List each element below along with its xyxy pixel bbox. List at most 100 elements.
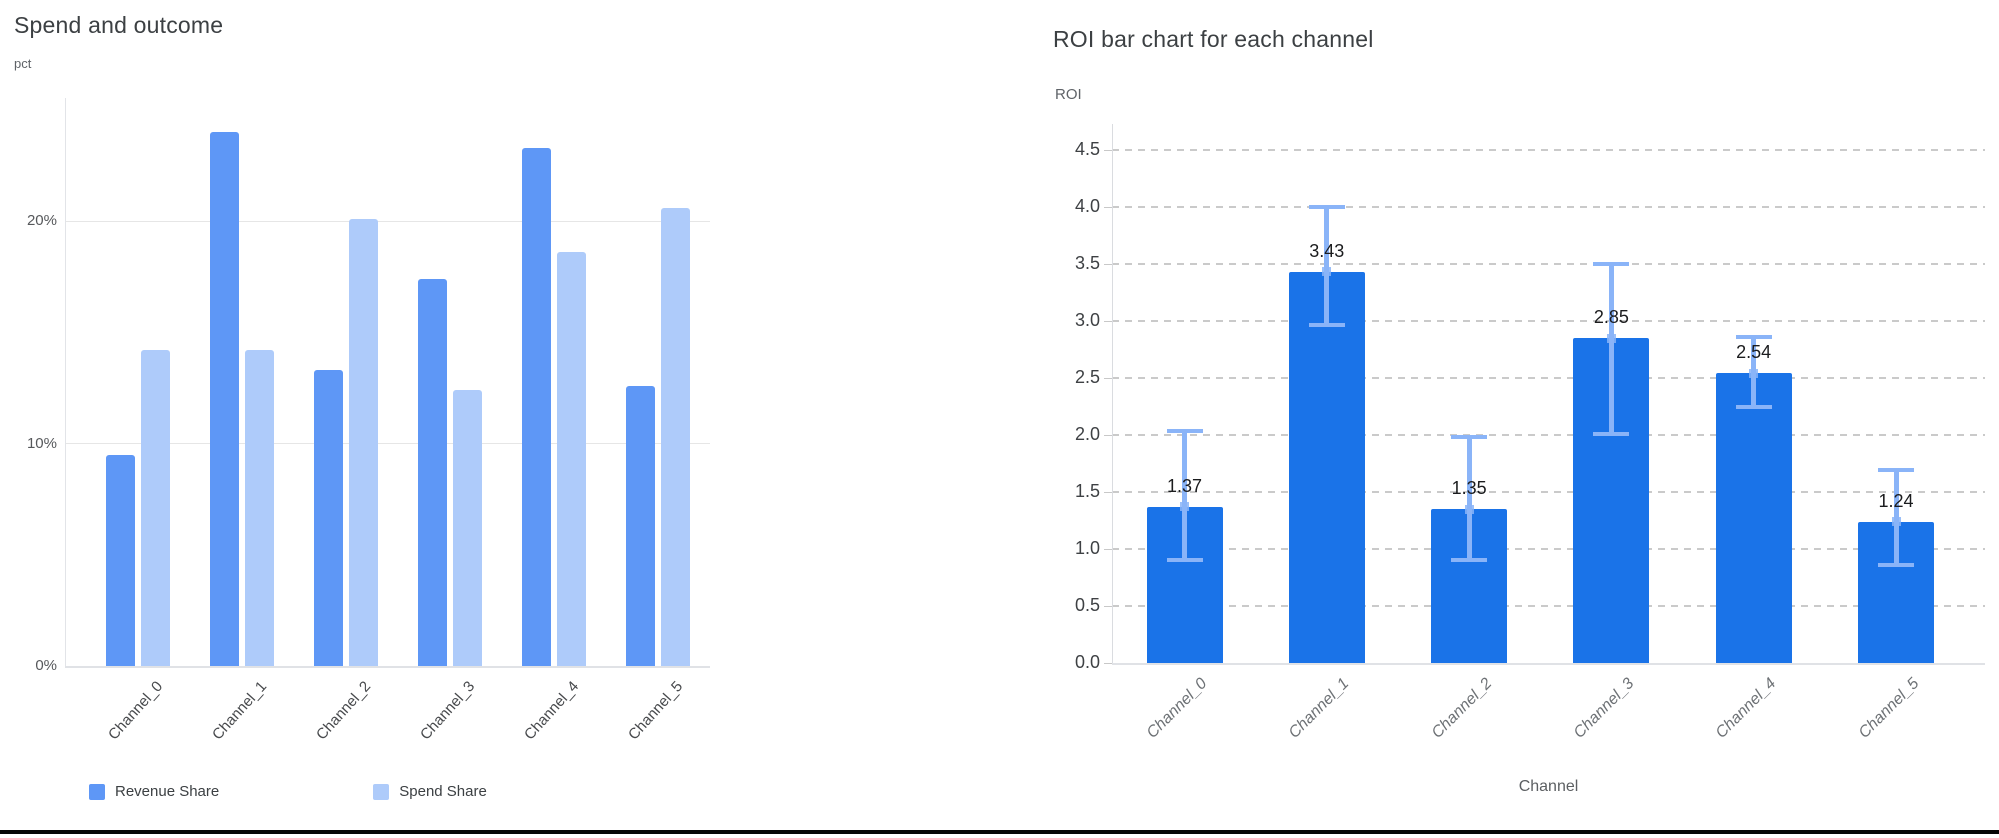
y-tick-label-4.5: 4.5 xyxy=(1074,139,1100,159)
error-cap-bottom-channel_0 xyxy=(1166,557,1203,562)
error-marker-channel_0 xyxy=(1180,502,1189,512)
roi-y-axis-label: ROI xyxy=(1055,86,1082,103)
bar-spend-share-channel_4 xyxy=(557,252,586,666)
gridline-10% xyxy=(65,443,710,444)
y-tick-label-3.5: 3.5 xyxy=(1074,253,1100,273)
value-label-channel_2: 1.35 xyxy=(1451,478,1487,499)
gridline-0% xyxy=(65,666,710,668)
y-tick-mark-1.0 xyxy=(1104,549,1112,550)
y-axis-line xyxy=(1112,124,1113,663)
bar-spend-share-channel_1 xyxy=(245,350,274,666)
y-tick-mark-3.5 xyxy=(1104,264,1112,265)
gridline-4.0 xyxy=(1112,206,1985,208)
x-tick-label-channel_2: Channel_2 xyxy=(1428,675,1496,742)
y-tick-label-0%: 0% xyxy=(35,657,57,674)
y-tick-label-0.5: 0.5 xyxy=(1074,595,1100,615)
gridline-0.0 xyxy=(1112,663,1985,665)
value-label-channel_5: 1.24 xyxy=(1878,490,1914,511)
y-tick-label-1.0: 1.0 xyxy=(1074,538,1100,558)
error-marker-channel_1 xyxy=(1322,267,1332,277)
error-whisker-channel_2 xyxy=(1466,435,1472,562)
x-tick-label-channel_4: Channel_4 xyxy=(1712,675,1780,742)
legend-swatch-spend-share xyxy=(373,783,390,800)
legend-label-revenue-share: Revenue Share xyxy=(115,783,220,800)
roi-x-axis-title: Channel xyxy=(1518,778,1579,795)
gridline-3.0 xyxy=(1112,320,1985,322)
y-tick-mark-3.0 xyxy=(1104,321,1112,322)
x-tick-label-channel_1: Channel_1 xyxy=(209,678,271,744)
value-label-channel_1: 3.43 xyxy=(1309,240,1345,261)
y-tick-label-1.5: 1.5 xyxy=(1074,481,1100,501)
y-tick-label-2.0: 2.0 xyxy=(1074,424,1100,444)
legend: Revenue Share Spend Share xyxy=(89,783,487,800)
y-tick-label-3.0: 3.0 xyxy=(1074,310,1100,330)
x-tick-label-channel_3: Channel_3 xyxy=(417,678,479,744)
bar-revenue-share-channel_3 xyxy=(418,278,447,666)
error-marker-channel_5 xyxy=(1891,517,1901,527)
y-tick-mark-1.5 xyxy=(1104,492,1112,493)
error-cap-bottom-channel_2 xyxy=(1451,557,1488,562)
bottom-border-line xyxy=(0,830,1999,834)
x-tick-label-channel_2: Channel_2 xyxy=(313,678,375,744)
y-tick-label-20%: 20% xyxy=(26,212,57,229)
value-label-channel_3: 2.85 xyxy=(1593,307,1629,328)
value-label-channel_0: 1.37 xyxy=(1166,475,1203,496)
legend-label-spend-share: Spend Share xyxy=(399,783,487,800)
x-tick-label-channel_5: Channel_5 xyxy=(1855,675,1923,742)
x-tick-label-channel_4: Channel_4 xyxy=(521,678,583,744)
y-axis-line xyxy=(65,98,66,666)
y-tick-mark-0.5 xyxy=(1104,606,1112,607)
error-marker-channel_3 xyxy=(1606,333,1616,343)
x-tick-label-channel_0: Channel_0 xyxy=(1143,675,1211,742)
bar-revenue-share-channel_0 xyxy=(106,454,135,666)
error-cap-top-channel_5 xyxy=(1878,468,1914,473)
bar-spend-share-channel_0 xyxy=(141,350,170,666)
y-tick-label-2.5: 2.5 xyxy=(1074,367,1100,387)
error-whisker-channel_0 xyxy=(1182,429,1187,562)
y-tick-label-10%: 10% xyxy=(26,434,57,452)
bar-spend-share-channel_3 xyxy=(453,390,482,666)
y-tick-mark-4.0 xyxy=(1104,207,1112,208)
error-cap-top-channel_4 xyxy=(1735,334,1772,339)
error-cap-top-channel_2 xyxy=(1451,435,1488,439)
roi-chart-title: ROI bar chart for each channel xyxy=(1053,26,1374,52)
legend-swatch-revenue-share xyxy=(89,783,105,800)
bar-roi-channel_1 xyxy=(1288,271,1365,663)
bar-revenue-share-channel_1 xyxy=(210,132,239,666)
y-tick-mark-2.0 xyxy=(1104,435,1112,436)
y-tick-label-0.0: 0.0 xyxy=(1074,652,1100,672)
x-tick-label-channel_1: Channel_1 xyxy=(1286,675,1353,742)
x-tick-label-channel_5: Channel_5 xyxy=(625,678,687,744)
gridline-3.5 xyxy=(1112,263,1985,265)
gridline-1.5 xyxy=(1112,491,1985,493)
error-cap-bottom-channel_4 xyxy=(1735,404,1772,409)
bar-spend-share-channel_2 xyxy=(349,218,378,666)
gridline-0.5 xyxy=(1112,605,1985,607)
spend-outcome-y-unit-label: pct xyxy=(14,56,32,71)
y-tick-mark-4.5 xyxy=(1104,150,1112,151)
x-tick-label-channel_0: Channel_0 xyxy=(105,678,167,744)
spend-outcome-title: Spend and outcome xyxy=(14,12,224,38)
bar-spend-share-channel_5 xyxy=(661,207,690,666)
y-tick-label-4.0: 4.0 xyxy=(1074,196,1100,216)
bar-revenue-share-channel_4 xyxy=(522,147,551,666)
error-cap-bottom-channel_5 xyxy=(1878,563,1914,568)
error-cap-bottom-channel_1 xyxy=(1308,322,1345,327)
gridline-1.0 xyxy=(1112,548,1985,550)
bar-revenue-share-channel_5 xyxy=(626,385,655,666)
error-cap-top-channel_0 xyxy=(1166,429,1203,434)
error-whisker-channel_3 xyxy=(1608,261,1614,437)
value-label-channel_4: 2.54 xyxy=(1736,342,1772,363)
bar-roi-channel_4 xyxy=(1715,373,1792,663)
error-cap-bottom-channel_3 xyxy=(1593,432,1630,437)
error-marker-channel_2 xyxy=(1464,504,1474,514)
y-tick-mark-0.0 xyxy=(1104,663,1112,664)
gridline-20% xyxy=(65,220,710,222)
y-tick-mark-2.5 xyxy=(1104,378,1112,379)
gridline-4.5 xyxy=(1112,149,1985,151)
error-cap-top-channel_3 xyxy=(1593,261,1630,266)
error-marker-channel_4 xyxy=(1749,368,1759,378)
gridline-2.0 xyxy=(1112,434,1985,436)
error-cap-top-channel_1 xyxy=(1308,204,1345,209)
